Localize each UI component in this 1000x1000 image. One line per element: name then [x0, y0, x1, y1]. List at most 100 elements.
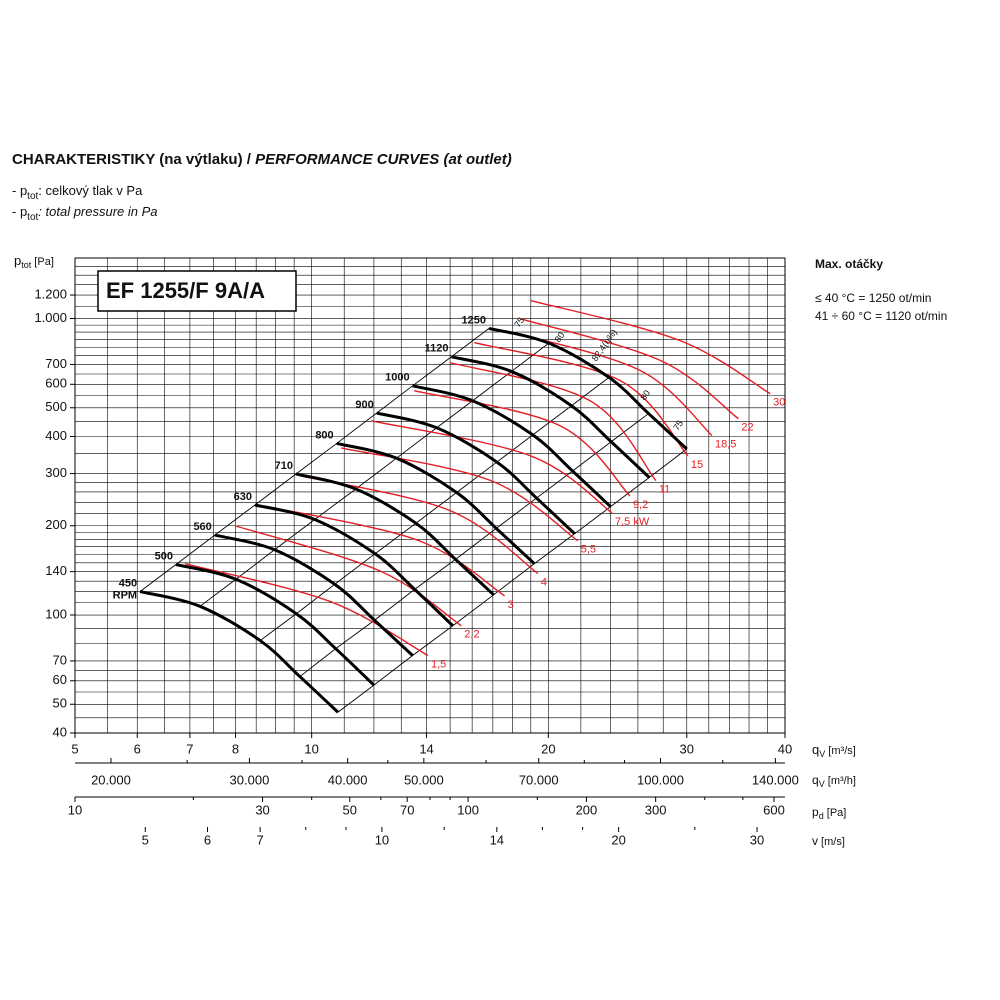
- note-lead: - p: [12, 204, 27, 219]
- label-sub: d: [819, 811, 824, 821]
- power-line: [449, 361, 657, 482]
- rpm-label: 630: [234, 491, 252, 503]
- efficiency-label: 80: [638, 388, 652, 402]
- note-sub: tot: [27, 212, 38, 223]
- secondary-tick-label: 7: [257, 832, 264, 847]
- secondary-axis-label: pd [Pa]: [812, 805, 846, 821]
- x-tick-label: 5: [71, 741, 78, 756]
- secondary-tick-label: 600: [763, 802, 785, 817]
- secondary-tick-label: 50.000: [404, 772, 444, 787]
- side-title: Max. otáčky: [815, 257, 883, 271]
- fan-curve: [451, 355, 651, 479]
- label-main: q: [812, 742, 819, 757]
- power-line: [184, 562, 429, 657]
- power-line: [519, 317, 739, 420]
- affinity-line: [299, 413, 649, 677]
- affinity-line: [139, 328, 490, 592]
- x-tick-label: 20: [541, 741, 555, 756]
- rpm-label: 1250: [462, 314, 486, 326]
- power-line: [340, 447, 579, 542]
- model-box: [97, 270, 297, 312]
- secondary-tick-label: 10: [375, 832, 389, 847]
- label-unit: [m³/s]: [825, 745, 856, 757]
- efficiency-label: 75: [512, 315, 526, 329]
- secondary-tick-label: 200: [576, 802, 598, 817]
- power-label: 1,5: [431, 658, 446, 670]
- secondary-tick-label: 10: [68, 802, 82, 817]
- label-main: v: [812, 834, 818, 848]
- note: - ptot: total pressure in Pa: [12, 204, 158, 222]
- power-line: [264, 505, 506, 597]
- y-axis-label: ptot [Pa]: [14, 253, 54, 270]
- note-text: : celkový tlak v Pa: [38, 183, 143, 198]
- note-lead: - p: [12, 183, 27, 198]
- label-sub: tot: [21, 260, 32, 270]
- fan-curve: [295, 472, 495, 596]
- label-main: p: [14, 253, 21, 268]
- fan-curve: [175, 563, 375, 687]
- title-text: CHARAKTERISTIKY (na výtlaku) /: [12, 151, 255, 168]
- chart-title: CHARAKTERISTIKY (na výtlaku) / PERFORMAN…: [12, 151, 512, 168]
- affinity-line: [199, 342, 550, 607]
- model-name: EF 1255/F 9A/A: [106, 278, 265, 303]
- y-tick-label: 140: [45, 563, 67, 578]
- x-tick-label: 30: [680, 741, 694, 756]
- note-sub: tot: [27, 191, 38, 202]
- y-tick-label: 1.000: [34, 310, 67, 325]
- secondary-tick-label: 30.000: [230, 772, 270, 787]
- rpm-label: 1000: [385, 372, 409, 384]
- secondary-tick-label: 30: [255, 802, 269, 817]
- secondary-tick-label: 300: [645, 802, 667, 817]
- label-unit: [Pa]: [824, 807, 847, 819]
- x-tick-label: 6: [134, 741, 141, 756]
- x-tick-label: 40: [778, 741, 792, 756]
- rpm-label: 500: [155, 550, 173, 562]
- secondary-tick-label: 30: [750, 832, 764, 847]
- efficiency-label: 80: [553, 330, 567, 344]
- secondary-tick-label: 6: [204, 832, 211, 847]
- affinity-line: [259, 377, 610, 641]
- rpm-unit: RPM: [113, 589, 137, 601]
- note-text: : total pressure in Pa: [38, 204, 157, 219]
- power-label: 18,5: [715, 438, 736, 450]
- power-label: 9,2: [633, 499, 648, 511]
- power-label: 15: [691, 459, 703, 471]
- y-tick-label: 500: [45, 399, 67, 414]
- x-tick-label: 7: [186, 741, 193, 756]
- y-tick-label: 50: [53, 696, 67, 711]
- power-line: [530, 299, 771, 395]
- secondary-tick-label: 20.000: [91, 772, 131, 787]
- power-line: [234, 525, 462, 627]
- note: - ptot: celkový tlak v Pa: [12, 183, 143, 201]
- x-tick-label: 10: [304, 741, 318, 756]
- label-unit: [m/s]: [818, 836, 845, 848]
- y-tick-label: 700: [45, 356, 67, 371]
- secondary-tick-label: 100: [457, 802, 479, 817]
- rpm-label: 450: [119, 577, 137, 589]
- x-axis-label: qV [m³/s]: [812, 742, 856, 759]
- power-label: 4: [541, 576, 547, 588]
- y-tick-label: 60: [53, 672, 67, 687]
- side-line: 41 ÷ 60 °C = 1120 ot/min: [815, 309, 947, 323]
- label-unit: [Pa]: [31, 256, 54, 268]
- rpm-label: 560: [193, 521, 211, 533]
- fan-curve: [254, 503, 454, 627]
- secondary-tick-label: 50: [343, 802, 357, 817]
- rpm-label: 900: [355, 399, 373, 411]
- side-line: ≤ 40 °C = 1250 ot/min: [815, 291, 931, 305]
- power-label: 7,5 kW: [615, 516, 650, 528]
- y-tick-label: 100: [45, 606, 67, 621]
- y-tick-label: 400: [45, 428, 67, 443]
- label-unit: [m³/h]: [825, 775, 856, 787]
- affinity-line: [337, 448, 688, 713]
- y-tick-label: 200: [45, 517, 67, 532]
- plot: 40 50 60 70 100 140 200 300 400 500 600 700 1.000 1.2…: [34, 257, 799, 847]
- label-main: p: [812, 805, 819, 819]
- x-tick-label: 14: [419, 741, 433, 756]
- x-tick-label: 8: [232, 741, 239, 756]
- fan-curve: [214, 533, 414, 657]
- fan-curve: [412, 384, 612, 508]
- efficiency-label: 75: [671, 418, 685, 432]
- rpm-label: 1120: [425, 343, 449, 355]
